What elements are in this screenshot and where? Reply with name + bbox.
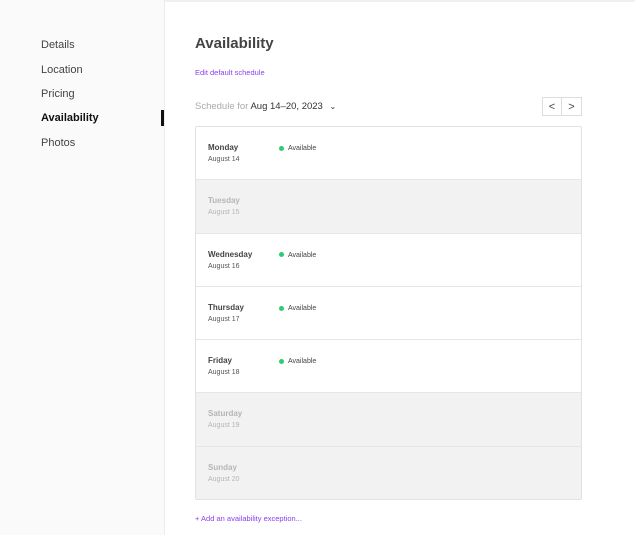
day-row-thursday[interactable]: Thursday August 17 Available bbox=[196, 286, 581, 341]
day-date: August 19 bbox=[208, 422, 240, 430]
day-date: August 18 bbox=[208, 369, 240, 377]
available-dot-icon bbox=[279, 358, 284, 364]
day-date: August 15 bbox=[208, 209, 240, 217]
status-badge: Available bbox=[279, 358, 316, 365]
schedule-list: Monday August 14 Available Tuesday August 15… bbox=[195, 126, 582, 500]
sidebar-item-photos[interactable]: Photos bbox=[41, 137, 76, 149]
day-name: Thursday bbox=[208, 302, 245, 312]
next-week-button[interactable]: > bbox=[562, 97, 582, 116]
add-exception-link[interactable]: + Add an availability exception... bbox=[195, 514, 302, 523]
day-date: August 20 bbox=[208, 475, 240, 483]
day-row-friday[interactable]: Friday August 18 Available bbox=[196, 340, 581, 394]
top-border bbox=[0, 0, 635, 2]
day-row-saturday[interactable]: Saturday August 19 bbox=[196, 393, 581, 447]
day-row-tuesday[interactable]: Tuesday August 15 bbox=[196, 180, 581, 234]
sidebar: Details Location Pricing Availability Ph… bbox=[0, 0, 165, 535]
schedule-selector[interactable]: Schedule for Aug 14–20, 2023 ⌄ bbox=[195, 101, 336, 112]
week-nav: < > bbox=[542, 97, 582, 116]
page-title: Availability bbox=[195, 35, 274, 52]
available-dot-icon bbox=[279, 145, 284, 151]
sidebar-item-location[interactable]: Location bbox=[41, 64, 83, 76]
schedule-range: Aug 14–20, 2023 bbox=[250, 101, 323, 112]
active-indicator bbox=[161, 110, 164, 126]
available-dot-icon bbox=[279, 252, 284, 258]
day-row-sunday[interactable]: Sunday August 20 bbox=[196, 446, 581, 499]
sidebar-item-availability[interactable]: Availability bbox=[41, 112, 99, 124]
day-row-wednesday[interactable]: Wednesday August 16 Available bbox=[196, 233, 581, 287]
sidebar-item-pricing[interactable]: Pricing bbox=[41, 88, 75, 100]
day-name: Saturday bbox=[208, 409, 243, 419]
day-name: Monday bbox=[208, 143, 239, 152]
day-date: August 17 bbox=[208, 315, 240, 323]
day-row-monday[interactable]: Monday August 14 Available bbox=[196, 127, 581, 181]
day-name: Sunday bbox=[208, 462, 237, 472]
status-label: Available bbox=[288, 145, 317, 152]
status-badge: Available bbox=[279, 252, 316, 259]
sidebar-item-details[interactable]: Details bbox=[41, 39, 75, 51]
chevron-down-icon: ⌄ bbox=[329, 102, 337, 111]
status-label: Available bbox=[288, 251, 317, 259]
day-date: August 16 bbox=[208, 262, 240, 270]
prev-week-button[interactable]: < bbox=[542, 97, 562, 116]
edit-default-schedule-link[interactable]: Edit default schedule bbox=[195, 68, 265, 77]
day-name: Friday bbox=[208, 356, 233, 366]
schedule-prefix: Schedule for bbox=[195, 101, 249, 112]
day-name: Wednesday bbox=[208, 249, 253, 259]
status-badge: Available bbox=[279, 145, 316, 152]
status-label: Available bbox=[288, 304, 317, 312]
available-dot-icon bbox=[279, 305, 284, 311]
status-badge: Available bbox=[279, 305, 316, 312]
status-label: Available bbox=[288, 358, 317, 366]
day-date: August 14 bbox=[208, 156, 240, 163]
day-name: Tuesday bbox=[208, 196, 240, 206]
